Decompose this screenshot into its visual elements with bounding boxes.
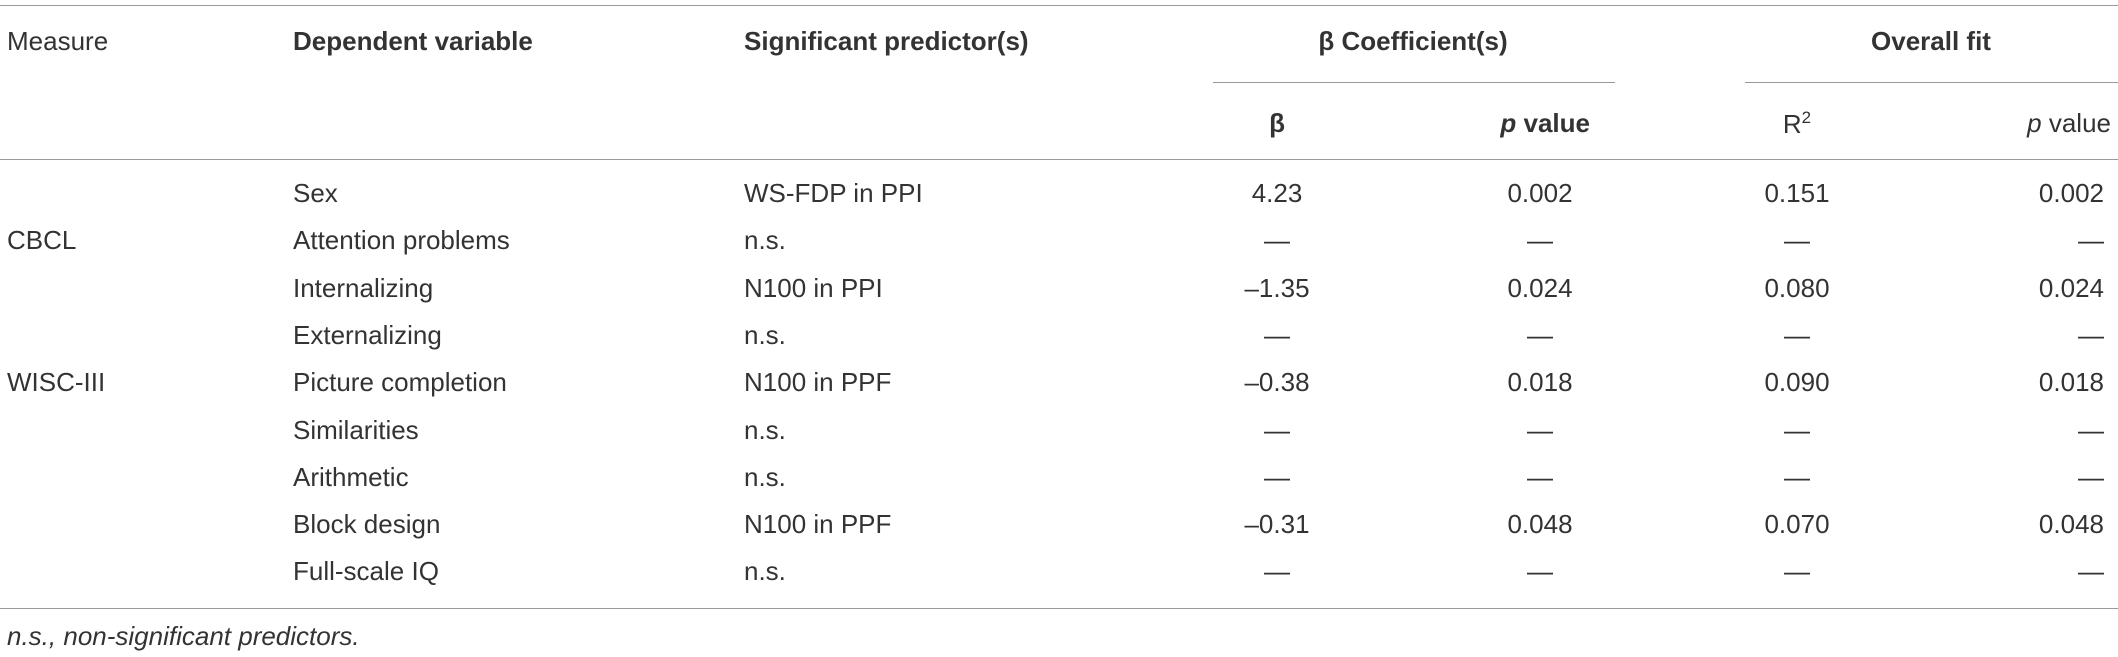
table-cell: Externalizing	[293, 319, 442, 350]
table-cell: N100 in PPF	[744, 509, 892, 540]
header-cell: p value	[2027, 110, 2111, 136]
italic-p: p	[2027, 108, 2042, 138]
table-cell: N100 in PPI	[744, 272, 883, 303]
table-cell: Similarities	[293, 414, 419, 445]
footnote: n.s., non-significant predictors.	[7, 621, 360, 651]
header-cell: Measure	[7, 26, 109, 56]
header-rule	[0, 159, 2118, 160]
table-cell: —	[1784, 556, 1810, 587]
table-cell: 0.048	[2038, 509, 2104, 540]
header-text: value	[1516, 108, 1591, 138]
superscript: 2	[1801, 108, 1812, 127]
table-cell: n.s.	[744, 556, 786, 587]
table-cell: —	[1264, 461, 1290, 492]
table-cell: –1.35	[1244, 272, 1310, 303]
table-cell: —	[1784, 414, 1810, 445]
table-cell: Sex	[293, 178, 338, 208]
table-cell: —	[1784, 319, 1810, 350]
table-cell: —	[1264, 556, 1290, 587]
header-cell: p value	[1500, 110, 1590, 136]
table-cell: 0.018	[1507, 367, 1573, 398]
header-cell: Overall fit	[1871, 26, 1991, 56]
table-cell: —	[2078, 461, 2104, 492]
table-cell: 0.070	[1764, 509, 1830, 540]
table-cell: Full-scale IQ	[293, 556, 439, 587]
table-cell: —	[1784, 461, 1810, 492]
table-cell: Block design	[293, 509, 441, 540]
header-text: R	[1782, 109, 1802, 139]
header-cell: β Coefficient(s)	[1318, 26, 1508, 56]
table-cell: 0.048	[1507, 509, 1573, 540]
table-cell: 0.080	[1764, 272, 1830, 303]
header-text: value	[2041, 108, 2111, 138]
table-cell: –0.31	[1244, 509, 1310, 540]
table-cell: n.s.	[744, 414, 786, 445]
table-cell: —	[1784, 225, 1810, 256]
table-cell: Picture completion	[293, 367, 507, 398]
table-cell: 0.151	[1764, 178, 1830, 208]
table-cell: —	[1264, 414, 1290, 445]
table-cell: —	[2078, 225, 2104, 256]
table-cell: n.s.	[744, 225, 786, 256]
table-cell: WS-FDP in PPI	[744, 178, 923, 208]
table-cell: —	[1527, 461, 1553, 492]
table-cell: —	[2078, 414, 2104, 445]
group-rule	[1213, 82, 1615, 83]
top-rule	[0, 5, 2118, 6]
header-cell: R2	[1783, 109, 1811, 137]
table-cell: N100 in PPF	[744, 367, 892, 398]
table-cell: 0.090	[1764, 367, 1830, 398]
table-cell: —	[1264, 319, 1290, 350]
table-cell: WISC-III	[7, 367, 106, 398]
table-cell: 0.024	[1507, 272, 1573, 303]
table-cell: 0.002	[2038, 178, 2104, 208]
table-cell: Arithmetic	[293, 461, 409, 492]
table-cell: 0.002	[1507, 178, 1573, 208]
table-cell: —	[2078, 556, 2104, 587]
table-cell: Internalizing	[293, 272, 434, 303]
bottom-rule	[0, 608, 2118, 609]
table-cell: 0.018	[2038, 367, 2104, 398]
table-cell: —	[1527, 225, 1553, 256]
header-cell: Significant predictor(s)	[744, 26, 1029, 56]
table-cell: —	[2078, 319, 2104, 350]
table-cell: 0.024	[2038, 272, 2104, 303]
table-cell: —	[1527, 319, 1553, 350]
table-cell: —	[1264, 225, 1290, 256]
group-rule	[1745, 82, 2118, 83]
table-cell: n.s.	[744, 319, 786, 350]
table-cell: –0.38	[1244, 367, 1310, 398]
table-cell: —	[1527, 556, 1553, 587]
table-cell: —	[1527, 414, 1553, 445]
header-cell: Dependent variable	[293, 26, 533, 56]
header-cell: β	[1269, 108, 1285, 138]
table-cell: CBCL	[7, 225, 77, 256]
italic-p: p	[1500, 108, 1517, 138]
table-cell: 4.23	[1251, 178, 1303, 208]
table-cell: n.s.	[744, 461, 786, 492]
table-cell: Attention problems	[293, 225, 510, 256]
